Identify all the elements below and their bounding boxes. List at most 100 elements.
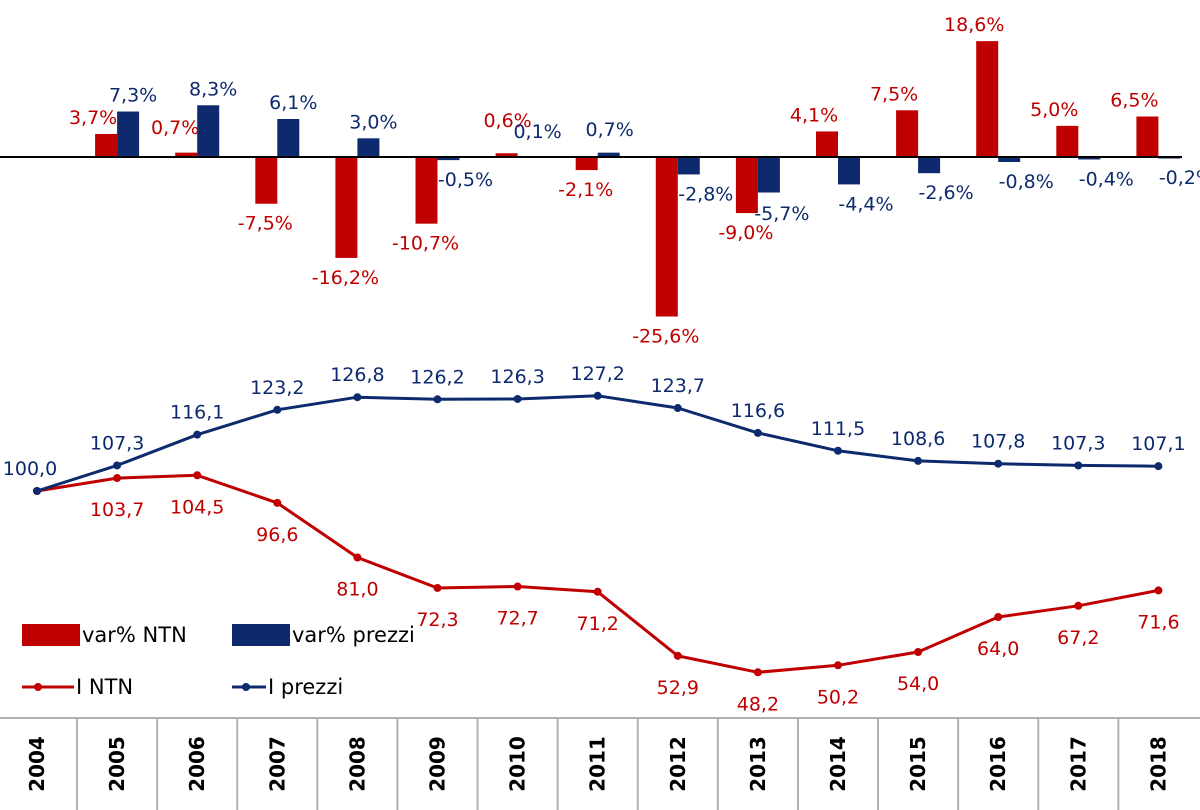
- line-data-label: 127,2: [570, 363, 624, 385]
- line-point: [593, 587, 602, 596]
- legend-label-i-ntn: I NTN: [76, 675, 133, 699]
- line-data-label: 107,3: [1051, 432, 1105, 454]
- x-tick-label: 2006: [185, 736, 209, 792]
- bar-var-ntn: [255, 157, 278, 204]
- line-data-label: 126,8: [330, 364, 384, 386]
- line-data-label: 104,5: [170, 496, 224, 518]
- bar-var-prezzi: [357, 138, 380, 157]
- bar-data-label: -0,4%: [1079, 168, 1134, 190]
- bar-var-prezzi: [197, 105, 220, 157]
- line-data-label: 81,0: [336, 579, 378, 601]
- x-tick-label: 2014: [826, 736, 850, 792]
- line-data-label: 107,1: [1131, 433, 1185, 455]
- line-point: [673, 404, 682, 413]
- bar-data-label: -0,5%: [438, 169, 493, 191]
- bar-var-prezzi: [277, 118, 300, 157]
- line-point: [593, 391, 602, 400]
- line-point: [673, 651, 682, 660]
- bar-data-label: 7,3%: [109, 85, 157, 107]
- line-data-label: 72,7: [496, 608, 538, 630]
- line-point: [513, 394, 522, 403]
- line-point: [193, 471, 202, 480]
- bar-data-label: 8,3%: [189, 78, 237, 100]
- line-data-label: 48,2: [737, 693, 779, 715]
- line-data-label: 123,2: [250, 377, 304, 399]
- line-point: [113, 461, 122, 470]
- bar-var-prezzi: [117, 111, 140, 157]
- bar-data-label: -2,6%: [919, 182, 974, 204]
- bar-var-prezzi: [677, 157, 700, 175]
- bar-layer: [95, 41, 1181, 317]
- line-layer: [33, 391, 1163, 677]
- bar-var-ntn: [175, 152, 198, 157]
- bar-data-label: -9,0%: [718, 222, 773, 244]
- bar-var-ntn: [1056, 125, 1079, 157]
- line-data-label: 54,0: [897, 673, 939, 695]
- line-data-label: 116,6: [731, 400, 785, 422]
- line-label-layer: 100,0 107,3 116,1 123,2 126,8 126,2 126,3 127,2…: [3, 363, 1186, 716]
- line-point: [1154, 462, 1163, 471]
- bar-var-ntn: [495, 153, 518, 157]
- line-data-label: 100,0: [3, 458, 57, 480]
- bar-data-label: 0,7%: [586, 119, 634, 141]
- x-tick-label: 2012: [666, 736, 690, 792]
- bar-var-ntn: [655, 157, 678, 317]
- line-data-label: 67,2: [1057, 627, 1099, 649]
- bar-data-label: 3,0%: [349, 111, 397, 133]
- line-point: [914, 456, 923, 465]
- line-data-label: 126,3: [490, 366, 544, 388]
- bar-var-prezzi: [838, 157, 860, 185]
- bar-data-label: 18,6%: [944, 14, 1004, 36]
- bar-data-label: -7,5%: [238, 213, 293, 235]
- category-axis: 2004 2005 2006 2007 2008 2009 2010 2011 2012 2013…: [25, 718, 1170, 810]
- bar-label-layer: 3,7% 0,7% -7,5% -16,2% -10,7% 0,6% -2,1% -25,6%…: [69, 14, 1200, 347]
- bar-data-label: 0,7%: [151, 117, 199, 139]
- bar-var-ntn: [415, 157, 438, 224]
- x-tick-label: 2016: [986, 736, 1010, 792]
- x-tick-label: 2018: [1146, 736, 1170, 792]
- line-data-label: 52,9: [657, 677, 699, 699]
- bar-var-prezzi: [597, 152, 620, 157]
- bar-var-ntn: [1136, 116, 1159, 157]
- line-point: [994, 613, 1003, 621]
- line-point: [994, 459, 1003, 468]
- line-point: [33, 487, 41, 495]
- x-tick-label: 2011: [586, 736, 610, 792]
- x-tick-label: 2013: [746, 736, 770, 792]
- line-point: [914, 648, 923, 656]
- line-point: [834, 661, 842, 670]
- line-point: [113, 474, 122, 483]
- line-data-label: 107,8: [971, 431, 1025, 453]
- bar-data-label: 6,1%: [269, 92, 317, 114]
- bar-var-prezzi: [1078, 157, 1101, 160]
- line-data-label: 107,3: [90, 432, 144, 454]
- line-point: [353, 553, 362, 562]
- bar-var-ntn: [896, 110, 919, 157]
- line-point: [1154, 586, 1163, 595]
- x-tick-label: 2015: [906, 736, 930, 792]
- bar-data-label: 3,7%: [69, 107, 117, 129]
- bar-data-label: -10,7%: [392, 233, 459, 255]
- bar-data-label: 6,5%: [1110, 90, 1158, 112]
- bar-data-label: 4,1%: [790, 104, 838, 126]
- line-data-label: 116,1: [170, 402, 224, 424]
- bar-var-ntn: [816, 131, 838, 157]
- bar-data-label: -0,8%: [999, 171, 1054, 193]
- line-point: [433, 583, 442, 592]
- bar-data-label: -16,2%: [312, 267, 379, 289]
- line-point: [834, 446, 842, 455]
- x-tick-label: 2008: [345, 736, 369, 792]
- line-point: [513, 582, 522, 591]
- bar-data-label: -0,2%: [1159, 167, 1200, 189]
- bar-data-label: 5,0%: [1030, 99, 1078, 121]
- bar-var-ntn: [575, 157, 598, 171]
- bar-var-ntn: [95, 133, 118, 157]
- bar-data-label: -2,8%: [678, 183, 733, 205]
- line-point: [273, 498, 282, 507]
- bar-data-label: 7,5%: [870, 83, 918, 105]
- line-point: [753, 668, 762, 677]
- line-data-label: 96,6: [256, 524, 298, 546]
- line-point: [193, 430, 202, 439]
- line-point: [1074, 601, 1083, 610]
